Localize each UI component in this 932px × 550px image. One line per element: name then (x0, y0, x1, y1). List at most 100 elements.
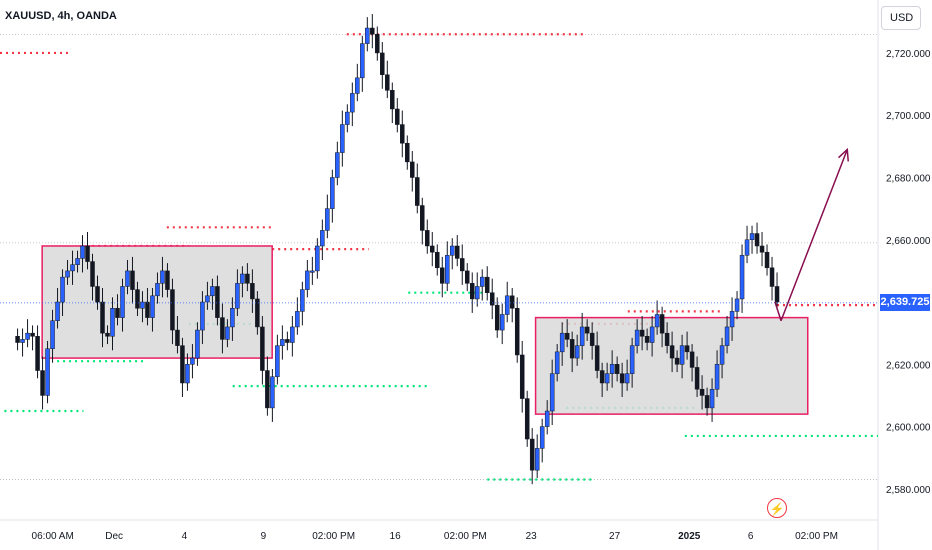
candle-body (50, 320, 55, 349)
candle-body (335, 152, 340, 178)
candle-body (45, 348, 50, 396)
candle-body (499, 314, 505, 331)
candle-body (669, 345, 675, 359)
candle-body (524, 398, 530, 440)
candle-body (559, 332, 565, 353)
price-tick-label: 2,700.000 (886, 111, 931, 122)
candle-body (509, 295, 515, 309)
candle-body (80, 245, 85, 259)
candle-body (365, 27, 370, 44)
candle-body (764, 251, 770, 269)
candle-body (410, 161, 415, 178)
candle-body (145, 301, 150, 318)
candle-body (220, 317, 225, 340)
candle-body (255, 298, 260, 328)
candle-body (65, 270, 70, 278)
candle-body (390, 90, 395, 110)
candle-body (105, 332, 110, 337)
candle-body (479, 276, 485, 287)
candle-body (320, 230, 325, 247)
candle-body (604, 373, 610, 384)
candle-body (709, 388, 715, 409)
currency-button[interactable]: USD (881, 6, 921, 30)
candle-body (15, 336, 20, 343)
price-tick-label: 2,600.000 (886, 423, 931, 434)
candle-body (55, 301, 60, 321)
candle-body (714, 364, 720, 390)
candle-body (75, 258, 80, 265)
lightning-icon[interactable]: ⚡ (767, 498, 787, 518)
time-tick-label: 9 (261, 531, 267, 542)
time-tick-label: 23 (526, 531, 538, 542)
candle-body (744, 239, 750, 256)
candle-body (420, 205, 425, 231)
time-axis[interactable]: 06:00 AM Dec 4 9 02:00 PM 16 02:00 PM 23 27 2025 6… (32, 531, 838, 542)
candle-body (659, 314, 665, 334)
projection-arrow[interactable] (774, 147, 849, 321)
candle-body (355, 77, 360, 94)
candle-body (40, 370, 45, 396)
candle-body (275, 345, 280, 378)
candle-body (519, 354, 525, 399)
candle-body (295, 311, 300, 328)
time-tick-label: 2025 (678, 531, 701, 542)
candle-body (639, 329, 645, 337)
candle-body (440, 267, 445, 284)
candle-body (649, 326, 655, 343)
candle-body (425, 230, 430, 247)
candle-body (100, 301, 105, 334)
time-tick-label: Dec (105, 531, 123, 542)
candle-body (240, 273, 245, 284)
candle-body (549, 373, 555, 412)
candle-body (644, 336, 650, 343)
symbol-title: XAUUSD, 4h, OANDA (5, 10, 117, 22)
candle-body (674, 357, 680, 365)
candle-body (85, 245, 90, 262)
candle-body (30, 332, 35, 337)
candle-body (305, 270, 310, 290)
candle-body (95, 286, 100, 303)
candle-body (584, 326, 590, 334)
candle-body (579, 326, 585, 346)
time-tick-label: 02:00 PM (795, 531, 838, 542)
candle-body (539, 426, 545, 449)
candle-body (370, 27, 375, 35)
candle-body (729, 311, 735, 328)
candle-body (445, 255, 450, 284)
candle-body (250, 283, 255, 300)
candle-body (435, 251, 440, 269)
projection-line (780, 149, 848, 321)
candle-body (594, 345, 600, 371)
candle-body (125, 270, 130, 287)
candle-body (679, 345, 685, 365)
candle-body (464, 270, 470, 284)
candle-body (719, 345, 725, 365)
candle-body (330, 177, 335, 209)
candle-body (554, 351, 560, 374)
projection-hook (774, 301, 782, 321)
candle-body (310, 270, 315, 273)
candle-body (115, 308, 120, 318)
candle-body (450, 245, 455, 256)
candle-body (35, 336, 40, 371)
candle-body (724, 326, 730, 346)
candle-body (185, 364, 190, 384)
candle-body (759, 245, 765, 253)
candle-body (170, 289, 175, 331)
candle-body (25, 332, 30, 340)
candle-body (260, 326, 265, 371)
candles (15, 14, 780, 485)
candle-body (769, 267, 775, 287)
candle-body (609, 364, 615, 374)
reference-lines (0, 33, 878, 480)
candle-body (589, 332, 595, 346)
candle-body (564, 332, 570, 340)
candle-body (599, 370, 605, 384)
candle-body (345, 111, 350, 125)
price-tick-label: 2,620.000 (886, 360, 931, 371)
price-tick-label: 2,720.000 (886, 49, 931, 60)
candle-body (694, 367, 700, 390)
candle-body (375, 34, 380, 54)
candle-body (230, 308, 235, 328)
